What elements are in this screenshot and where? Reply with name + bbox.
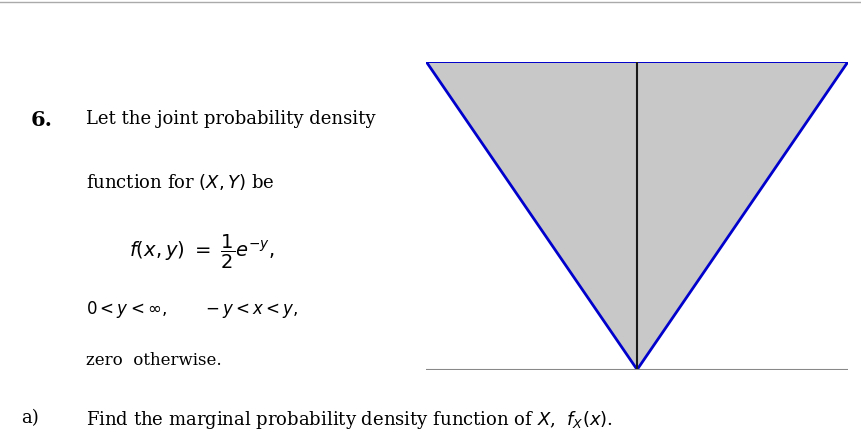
Text: zero  otherwise.: zero otherwise. [86, 352, 222, 369]
Polygon shape [426, 62, 848, 370]
Text: a): a) [22, 409, 40, 427]
Text: $0 < y < \infty, \qquad -y < x < y,$: $0 < y < \infty, \qquad -y < x < y,$ [86, 299, 299, 320]
Text: 6.: 6. [30, 110, 53, 130]
Text: Find the marginal probability density function of $X$,  $f_X(x)$.: Find the marginal probability density fu… [86, 409, 613, 431]
Text: $f(x, y) \ = \ \dfrac{1}{2} e^{-y},$: $f(x, y) \ = \ \dfrac{1}{2} e^{-y},$ [129, 233, 275, 271]
Text: function for $(X, Y)$ be: function for $(X, Y)$ be [86, 172, 275, 191]
Text: Let the joint probability density: Let the joint probability density [86, 110, 375, 128]
